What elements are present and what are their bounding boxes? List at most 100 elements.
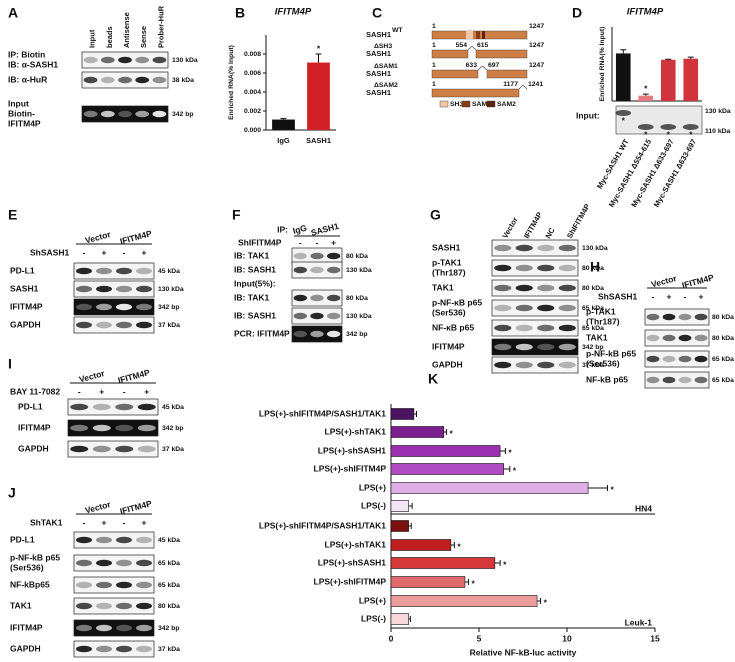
row-label: PD-L1 <box>18 401 43 411</box>
band <box>678 313 692 321</box>
band <box>694 376 708 384</box>
blot-strip <box>73 316 155 334</box>
band <box>70 403 89 411</box>
bar <box>390 426 445 438</box>
blot-strip <box>73 280 155 298</box>
band <box>76 321 92 329</box>
blot-marker: * <box>644 129 648 139</box>
row-label: IB: α-SASH1 <box>8 59 58 69</box>
band <box>96 285 112 293</box>
treatment-sign: - <box>684 291 687 301</box>
size-label: 342 bp <box>346 331 368 338</box>
treatment-sign: - <box>316 237 319 247</box>
construct-bar <box>431 69 479 79</box>
significance: * <box>317 43 321 53</box>
x-axis-label: Relative NF-kB-luc activity <box>470 647 577 657</box>
y-tick-label: LPS(+)-shTAK1 <box>325 426 387 436</box>
group-label: Vector <box>650 273 678 290</box>
band <box>136 581 152 589</box>
band <box>152 56 167 64</box>
blot-strip <box>73 262 155 280</box>
band <box>116 285 132 293</box>
size-label: 130 kDa <box>582 245 608 252</box>
band <box>678 355 692 363</box>
size-label: 342 bp <box>582 344 604 351</box>
y-tick-label: LPS(+)-shIFITM4P/SASH1/TAK1 <box>259 408 386 418</box>
band <box>116 581 132 589</box>
bar <box>390 576 466 588</box>
group-label: Leuk-1 <box>625 617 653 627</box>
bar <box>390 463 504 475</box>
band <box>646 355 660 363</box>
band <box>83 76 98 84</box>
blot-strip <box>491 356 579 374</box>
size-label: 342 bp <box>158 304 180 311</box>
band <box>558 324 576 332</box>
band <box>92 445 111 453</box>
lane-label: Prober-HuR <box>156 5 165 48</box>
group-label: Vector <box>84 499 112 516</box>
band <box>116 624 132 632</box>
band <box>660 124 677 130</box>
y-tick-label: 0.000 <box>244 127 261 134</box>
band <box>100 110 115 118</box>
band <box>558 304 576 312</box>
size-label: 80 kDa <box>346 295 368 302</box>
band <box>96 321 112 329</box>
band <box>116 303 132 311</box>
row-label: p-TAK1 <box>432 257 462 267</box>
legend-label: SAM1 <box>472 101 491 108</box>
construct-name: SASH1 <box>366 30 391 39</box>
blot-strip <box>491 279 579 297</box>
band <box>646 334 660 342</box>
treatment-sign: - <box>652 291 655 301</box>
row-label: (Thr187) <box>432 267 466 277</box>
construct-tag: ΔSAM1 <box>374 63 398 70</box>
row-label: p-NF-kB p65 <box>10 552 60 562</box>
size-label: 45 kDa <box>162 404 184 411</box>
band <box>70 424 89 432</box>
bar <box>390 408 415 420</box>
y-tick-label: LPS(+)-shIFITM4P <box>314 576 387 586</box>
construct-tag: WT <box>392 27 403 34</box>
row-label: PD-L1 <box>10 265 35 275</box>
group-label: Vector <box>84 229 112 246</box>
treatment-label: ShSASH1 <box>30 247 69 257</box>
band <box>494 324 512 332</box>
band <box>637 124 654 130</box>
treatment-sign: + <box>142 247 147 257</box>
panel-letter: I <box>8 356 12 372</box>
band <box>494 244 512 252</box>
band <box>83 110 98 118</box>
size-label: 342 bp <box>162 425 184 432</box>
band <box>96 624 112 632</box>
y-axis-label: Enriched RNA(% Input) <box>599 27 606 102</box>
blot-marker: * <box>689 129 693 139</box>
band <box>136 624 152 632</box>
row-label: p-TAK1 <box>586 306 616 316</box>
band <box>136 321 152 329</box>
row-label: GAPDH <box>18 443 49 453</box>
construct-bar <box>431 49 469 59</box>
construct-start: 1 <box>432 23 436 30</box>
size-label: 80 kDa <box>582 265 604 272</box>
band <box>327 266 341 274</box>
size-label: 110 kDa <box>705 128 731 135</box>
band <box>327 330 341 338</box>
band <box>537 264 555 272</box>
band <box>96 303 112 311</box>
blot-label: Input: <box>576 110 600 120</box>
treatment-sign: - <box>123 247 126 257</box>
construct-bar <box>475 49 528 59</box>
row-label: p-NF-kB p65 <box>586 348 636 358</box>
domain <box>482 31 485 39</box>
row-label: Input <box>8 98 29 108</box>
band <box>537 284 555 292</box>
band <box>96 581 112 589</box>
band <box>96 267 112 275</box>
panel-letter: E <box>8 207 17 223</box>
row-label: TAK1 <box>10 600 32 610</box>
band <box>662 376 676 384</box>
band <box>646 376 660 384</box>
blot-marker: * <box>622 115 626 125</box>
